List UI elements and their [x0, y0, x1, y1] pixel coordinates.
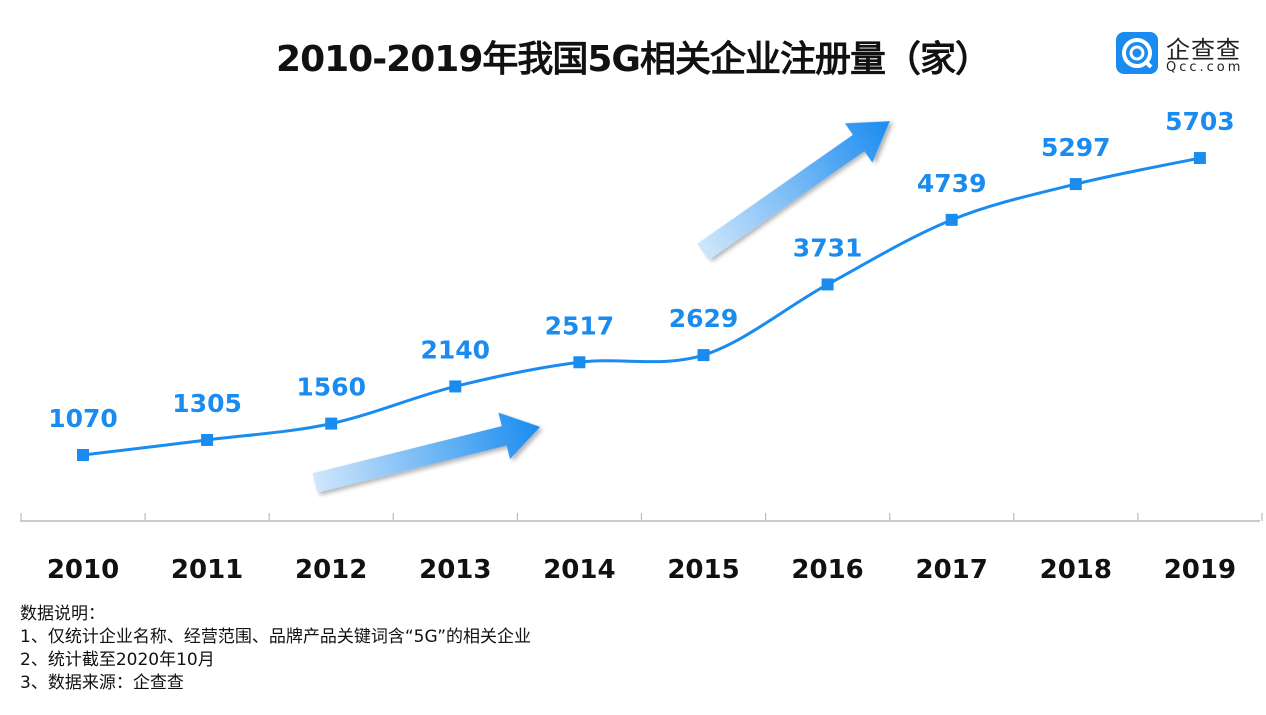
- data-point: [201, 433, 214, 446]
- x-tick-label: 2013: [419, 555, 491, 585]
- x-tick-label: 2012: [295, 555, 367, 585]
- x-tick-label: 2018: [1040, 555, 1112, 585]
- line-chart: 2010 2011 2012 2013 2014 2015 2016 2017 2018 2019…: [20, 107, 1263, 585]
- trend-arrow-lower: [312, 412, 541, 493]
- data-notes: 数据说明： 1、仅统计企业名称、经营范围、品牌产品关键词含“5G”的相关企业 2…: [20, 603, 531, 695]
- logo-cn: 企查查: [1166, 36, 1241, 64]
- notes-heading: 数据说明：: [20, 604, 105, 624]
- data-label: 5703: [1165, 107, 1235, 136]
- data-label: 1305: [172, 389, 242, 418]
- data-point: [821, 278, 834, 291]
- data-point: [1069, 178, 1082, 191]
- x-tick-label: 2016: [791, 555, 863, 585]
- data-point: [77, 449, 89, 462]
- data-label: 2629: [669, 304, 739, 333]
- data-label: 3731: [793, 233, 863, 262]
- note-line: 2、统计截至2020年10月: [20, 650, 215, 670]
- data-point: [325, 417, 338, 430]
- chart-title: 2010-2019年我国5G相关企业注册量（家）: [276, 39, 991, 80]
- trend-arrow-upper: [697, 121, 890, 261]
- qcc-logo: 企查查 Qcc.com: [1116, 32, 1256, 78]
- series-line: [82, 156, 1201, 457]
- note-line: 3、数据来源：企查查: [20, 673, 184, 693]
- note-line: 1、仅统计企业名称、经营范围、品牌产品关键词含“5G”的相关企业: [20, 627, 532, 647]
- data-label: 2140: [421, 335, 491, 364]
- data-point: [945, 213, 958, 226]
- x-tick-label: 2014: [543, 555, 615, 585]
- x-tick-label: 2010: [47, 555, 119, 585]
- x-tick-label: 2011: [171, 555, 243, 585]
- logo-en: Qcc.com: [1166, 60, 1244, 75]
- x-tick-label: 2015: [667, 555, 739, 585]
- data-label: 1070: [48, 404, 118, 433]
- data-label: 5297: [1041, 133, 1111, 162]
- data-point: [449, 380, 462, 393]
- data-point: [573, 356, 586, 369]
- data-label: 2517: [545, 311, 615, 340]
- data-label: 1560: [296, 373, 366, 402]
- data-point: [1193, 152, 1206, 165]
- logo-q-icon: [1116, 32, 1158, 74]
- data-label: 4739: [917, 169, 987, 198]
- x-tick-label: 2017: [916, 555, 988, 585]
- data-point: [697, 349, 710, 362]
- x-tick-label: 2019: [1164, 555, 1236, 585]
